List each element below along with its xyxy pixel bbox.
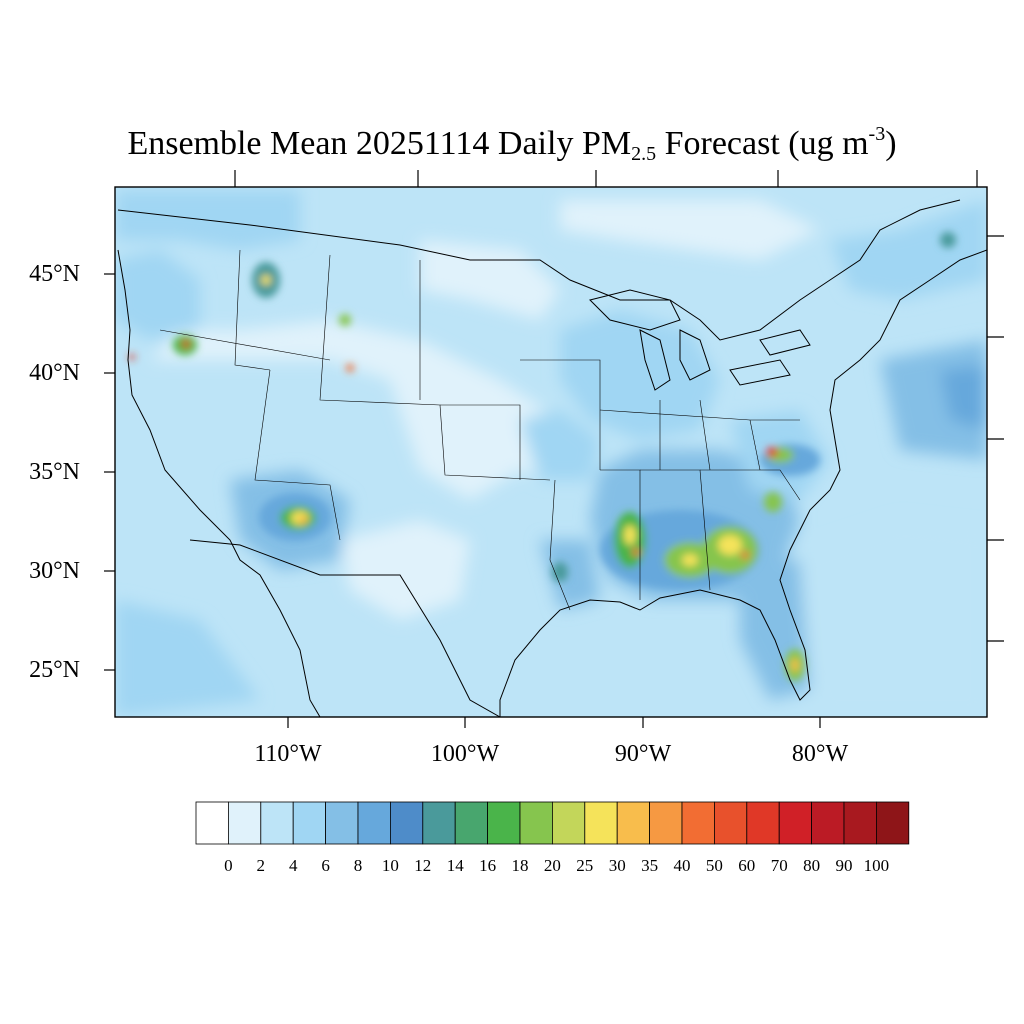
map-title: Ensemble Mean 20251114 Daily PM2.5 Forec…	[0, 112, 1024, 176]
colorbar-label: 16	[479, 856, 497, 875]
colorbar-label: 0	[224, 856, 233, 875]
colorbar-label: 10	[381, 856, 399, 875]
title-main: Ensemble Mean 20251114 Daily PM	[127, 125, 632, 162]
lon-label: 80°W	[791, 741, 849, 767]
colorbar-swatch	[260, 801, 294, 845]
colorbar-swatch	[714, 801, 748, 845]
colorbar-swatch	[422, 801, 456, 845]
colorbar-label: 2	[256, 856, 266, 875]
colorbar-swatch	[811, 801, 845, 845]
colorbar-label: 30	[608, 856, 626, 875]
colorbar	[195, 801, 910, 845]
colorbar-label: 4	[288, 856, 298, 875]
colorbar-label: 80	[803, 856, 821, 875]
colorbar-swatch	[616, 801, 651, 845]
colorbar-swatch	[195, 801, 229, 845]
colorbar-label: 20	[543, 856, 561, 875]
map-frame	[114, 186, 988, 718]
colorbar-swatch	[389, 801, 424, 845]
colorbar-swatch	[584, 801, 618, 845]
colorbar-swatch	[292, 801, 327, 845]
lat-label: 25°N	[29, 657, 80, 683]
lon-label: 110°W	[254, 741, 322, 767]
colorbar-label: 8	[353, 856, 363, 875]
lat-label: 30°N	[29, 558, 80, 584]
colorbar-swatch	[778, 801, 813, 845]
colorbar-label: 6	[321, 856, 330, 875]
colorbar-swatch	[519, 801, 553, 845]
pm25-field	[115, 187, 987, 717]
colorbar-swatch	[681, 801, 715, 845]
colorbar-label: 70	[770, 856, 788, 875]
colorbar-swatch	[357, 801, 391, 845]
colorbar-label: 40	[673, 856, 691, 875]
title-superscript: -3	[868, 123, 886, 145]
colorbar-swatch	[876, 801, 910, 845]
colorbar-label: 25	[576, 856, 594, 875]
colorbar-swatch	[746, 801, 780, 845]
colorbar-swatch	[552, 801, 586, 845]
colorbar-label: 18	[511, 856, 529, 875]
colorbar-label: 35	[641, 856, 659, 875]
colorbar-label: 100	[863, 856, 890, 875]
title-suffix: Forecast (ug m	[656, 125, 869, 162]
colorbar-swatch	[649, 801, 683, 845]
colorbar-swatch	[843, 801, 877, 845]
lon-label: 100°W	[430, 741, 500, 767]
colorbar-label: 60	[738, 856, 756, 875]
lat-label: 35°N	[29, 459, 80, 485]
colorbar-swatch	[325, 801, 359, 845]
title-subscript: 2.5	[631, 143, 657, 165]
colorbar-label: 12	[414, 856, 432, 875]
colorbar-swatch	[454, 801, 489, 845]
lat-label: 40°N	[29, 360, 80, 386]
colorbar-swatch	[487, 801, 521, 845]
colorbar-label: 90	[835, 856, 853, 875]
lat-label: 45°N	[29, 261, 80, 287]
colorbar-swatch	[227, 801, 262, 845]
lon-label: 90°W	[614, 741, 672, 767]
title-close: )	[885, 125, 897, 162]
colorbar-label: 14	[446, 856, 464, 875]
colorbar-label: 50	[705, 856, 723, 875]
